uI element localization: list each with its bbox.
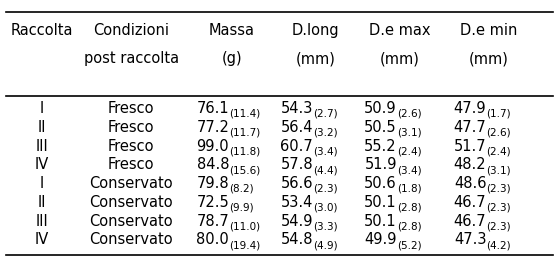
- Text: 51.7: 51.7: [454, 139, 486, 154]
- Text: (2.4): (2.4): [486, 146, 511, 156]
- Text: (1.7): (1.7): [486, 109, 511, 119]
- Text: (2.8): (2.8): [397, 203, 421, 213]
- Text: 56.6: 56.6: [281, 176, 313, 191]
- Text: I: I: [40, 176, 44, 191]
- Text: (2.3): (2.3): [486, 203, 511, 213]
- Text: Conservato: Conservato: [89, 214, 173, 229]
- Text: (9.9): (9.9): [229, 203, 254, 213]
- Text: (2.3): (2.3): [486, 184, 511, 194]
- Text: (3.3): (3.3): [313, 221, 338, 231]
- Text: D.long: D.long: [292, 23, 340, 38]
- Text: 47.7: 47.7: [453, 120, 486, 135]
- Text: IV: IV: [35, 232, 49, 247]
- Text: Conservato: Conservato: [89, 232, 173, 247]
- Text: (1.8): (1.8): [397, 184, 421, 194]
- Text: (3.2): (3.2): [313, 128, 338, 138]
- Text: (2.3): (2.3): [313, 184, 338, 194]
- Text: 53.4: 53.4: [281, 195, 313, 210]
- Text: post raccolta: post raccolta: [84, 51, 179, 67]
- Text: D.e max: D.e max: [369, 23, 430, 38]
- Text: 46.7: 46.7: [454, 214, 486, 229]
- Text: Fresco: Fresco: [108, 139, 155, 154]
- Text: (19.4): (19.4): [229, 240, 260, 250]
- Text: (g): (g): [222, 51, 242, 67]
- Text: 54.8: 54.8: [281, 232, 313, 247]
- Text: 79.8: 79.8: [197, 176, 229, 191]
- Text: (mm): (mm): [296, 51, 336, 67]
- Text: Raccolta: Raccolta: [11, 23, 73, 38]
- Text: (mm): (mm): [469, 51, 509, 67]
- Text: 80.0: 80.0: [196, 232, 229, 247]
- Text: (2.6): (2.6): [397, 109, 421, 119]
- Text: 60.7: 60.7: [280, 139, 313, 154]
- Text: (3.1): (3.1): [397, 128, 421, 138]
- Text: (11.7): (11.7): [229, 128, 260, 138]
- Text: 99.0: 99.0: [197, 139, 229, 154]
- Text: 50.9: 50.9: [364, 101, 397, 116]
- Text: (4.4): (4.4): [313, 165, 338, 175]
- Text: III: III: [36, 214, 48, 229]
- Text: 48.6: 48.6: [454, 176, 486, 191]
- Text: 57.8: 57.8: [281, 157, 313, 172]
- Text: 84.8: 84.8: [197, 157, 229, 172]
- Text: I: I: [40, 101, 44, 116]
- Text: II: II: [37, 195, 46, 210]
- Text: 54.3: 54.3: [281, 101, 313, 116]
- Text: (11.0): (11.0): [229, 221, 260, 231]
- Text: 50.1: 50.1: [364, 214, 397, 229]
- Text: (3.4): (3.4): [397, 165, 421, 175]
- Text: (4.9): (4.9): [313, 240, 338, 250]
- Text: 55.2: 55.2: [364, 139, 397, 154]
- Text: (4.2): (4.2): [486, 240, 511, 250]
- Text: 72.5: 72.5: [196, 195, 229, 210]
- Text: 54.9: 54.9: [281, 214, 313, 229]
- Text: Conservato: Conservato: [89, 176, 173, 191]
- Text: III: III: [36, 139, 48, 154]
- Text: (2.7): (2.7): [313, 109, 338, 119]
- Text: Fresco: Fresco: [108, 157, 155, 172]
- Text: (2.6): (2.6): [486, 128, 511, 138]
- Text: IV: IV: [35, 157, 49, 172]
- Text: (2.4): (2.4): [397, 146, 421, 156]
- Text: II: II: [37, 120, 46, 135]
- Text: Conservato: Conservato: [89, 195, 173, 210]
- Text: Fresco: Fresco: [108, 101, 155, 116]
- Text: 77.2: 77.2: [196, 120, 229, 135]
- Text: Massa: Massa: [209, 23, 255, 38]
- Text: (mm): (mm): [380, 51, 420, 67]
- Text: (11.8): (11.8): [229, 146, 260, 156]
- Text: 48.2: 48.2: [454, 157, 486, 172]
- Text: (2.3): (2.3): [486, 221, 511, 231]
- Text: 78.7: 78.7: [196, 214, 229, 229]
- Text: (5.2): (5.2): [397, 240, 421, 250]
- Text: (3.1): (3.1): [486, 165, 511, 175]
- Text: 76.1: 76.1: [197, 101, 229, 116]
- Text: 50.1: 50.1: [364, 195, 397, 210]
- Text: Fresco: Fresco: [108, 120, 155, 135]
- Text: 51.9: 51.9: [364, 157, 397, 172]
- Text: (3.0): (3.0): [313, 203, 338, 213]
- Text: D.e min: D.e min: [461, 23, 518, 38]
- Text: (2.8): (2.8): [397, 221, 421, 231]
- Text: (11.4): (11.4): [229, 109, 260, 119]
- Text: (15.6): (15.6): [229, 165, 260, 175]
- Text: 50.6: 50.6: [364, 176, 397, 191]
- Text: 47.3: 47.3: [454, 232, 486, 247]
- Text: 46.7: 46.7: [454, 195, 486, 210]
- Text: 56.4: 56.4: [281, 120, 313, 135]
- Text: (3.4): (3.4): [313, 146, 338, 156]
- Text: 47.9: 47.9: [454, 101, 486, 116]
- Text: Condizioni: Condizioni: [93, 23, 169, 38]
- Text: 49.9: 49.9: [364, 232, 397, 247]
- Text: (8.2): (8.2): [229, 184, 254, 194]
- Text: 50.5: 50.5: [364, 120, 397, 135]
